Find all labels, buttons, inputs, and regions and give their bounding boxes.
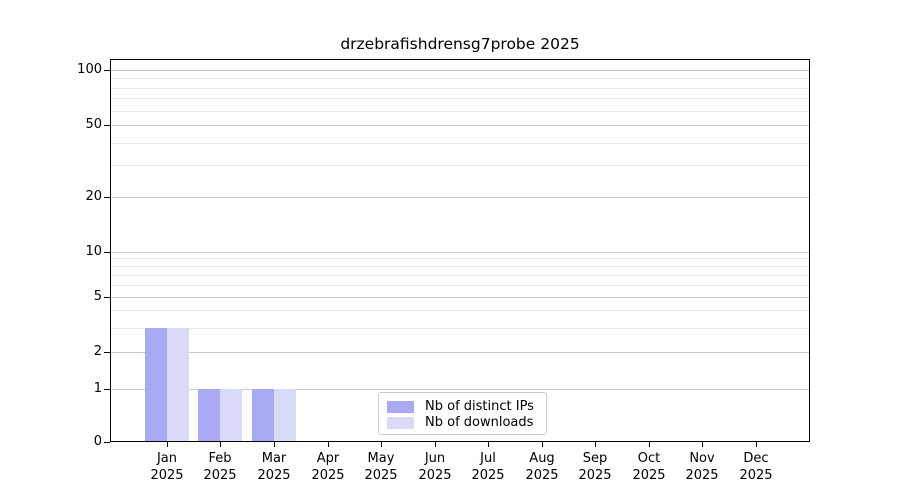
minor-gridline (111, 275, 809, 276)
x-tick (649, 442, 650, 447)
x-tick-label: Sep 2025 (578, 451, 612, 483)
x-tick-label: Oct 2025 (632, 451, 666, 483)
x-tick-label: Mar 2025 (257, 451, 291, 483)
major-gridline (111, 125, 809, 126)
legend-item-distinct-ips: Nb of distinct IPs (387, 399, 538, 414)
legend: Nb of distinct IPs Nb of downloads (378, 392, 547, 435)
y-tick-label: 20 (85, 189, 102, 204)
x-tick-label: Jul 2025 (471, 451, 505, 483)
x-tick-label: Jan 2025 (150, 451, 184, 483)
legend-label-downloads: Nb of downloads (425, 415, 534, 430)
minor-gridline (111, 258, 809, 259)
minor-gridline (111, 78, 809, 79)
major-gridline (111, 352, 809, 353)
y-tick-label: 100 (77, 62, 102, 77)
chart-title: drzebrafishdrensg7probe 2025 (340, 35, 580, 53)
x-tick (435, 442, 436, 447)
legend-swatch-distinct-ips (387, 400, 414, 413)
legend-swatch-downloads (387, 416, 414, 429)
bar-distinct-ips (198, 389, 220, 442)
x-tick (167, 442, 168, 447)
major-gridline (111, 197, 809, 198)
x-tick-label: May 2025 (364, 451, 398, 483)
plot-border (110, 59, 810, 442)
minor-gridline (111, 328, 809, 329)
y-tick (104, 352, 110, 353)
x-tick-label: Apr 2025 (311, 451, 345, 483)
legend-item-downloads: Nb of downloads (387, 415, 538, 430)
x-tick-label: Dec 2025 (739, 451, 773, 483)
x-tick (274, 442, 275, 447)
bar-distinct-ips (145, 328, 167, 442)
y-tick-label: 1 (93, 381, 102, 396)
bar-downloads (220, 389, 242, 442)
minor-gridline (111, 310, 809, 311)
legend-label-distinct-ips: Nb of distinct IPs (425, 399, 534, 414)
x-tick-label: Jun 2025 (418, 451, 452, 483)
y-tick-label: 10 (85, 244, 102, 259)
minor-gridline (111, 88, 809, 89)
x-tick (381, 442, 382, 447)
y-tick (104, 442, 110, 443)
minor-gridline (111, 143, 809, 144)
x-tick (542, 442, 543, 447)
x-tick (595, 442, 596, 447)
y-tick-label: 0 (93, 434, 102, 449)
y-tick (104, 70, 110, 71)
y-tick (104, 297, 110, 298)
minor-gridline (111, 111, 809, 112)
x-tick (328, 442, 329, 447)
y-tick-label: 5 (93, 289, 102, 304)
x-tick (220, 442, 221, 447)
y-tick-label: 2 (93, 344, 102, 359)
y-tick (104, 252, 110, 253)
minor-gridline (111, 285, 809, 286)
major-gridline (111, 389, 809, 390)
bar-distinct-ips (252, 389, 274, 442)
x-tick (488, 442, 489, 447)
x-tick-label: Feb 2025 (203, 451, 237, 483)
minor-gridline (111, 266, 809, 267)
y-tick-label: 50 (85, 117, 102, 132)
minor-gridline (111, 98, 809, 99)
bar-downloads (274, 389, 296, 442)
x-tick-label: Nov 2025 (685, 451, 719, 483)
y-tick (104, 125, 110, 126)
bar-downloads (167, 328, 189, 442)
minor-gridline (111, 165, 809, 166)
x-tick (702, 442, 703, 447)
x-tick (756, 442, 757, 447)
major-gridline (111, 70, 809, 71)
major-gridline (111, 252, 809, 253)
y-tick (104, 197, 110, 198)
y-tick (104, 389, 110, 390)
x-tick-label: Aug 2025 (525, 451, 559, 483)
major-gridline (111, 297, 809, 298)
